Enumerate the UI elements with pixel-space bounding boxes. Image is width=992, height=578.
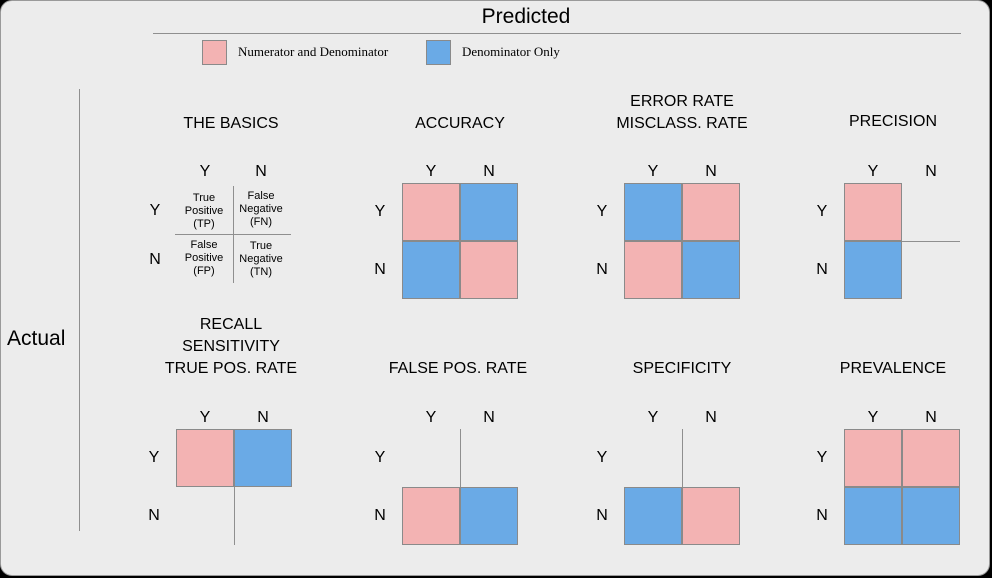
recall-row-n: N: [148, 507, 160, 524]
specificity-row-n: N: [596, 507, 608, 524]
panel-title-precision: PRECISION: [848, 113, 937, 130]
panel-title-accuracy: ACCURACY: [415, 115, 505, 132]
specificity-col-n: N: [705, 409, 717, 426]
prevalence-col-y: Y: [867, 409, 879, 426]
error-rate-col-y: Y: [647, 163, 659, 180]
false-pos-rate-col-n: N: [483, 409, 495, 426]
accuracy-cell-tp: [402, 183, 460, 241]
prevalence-cell-fp: [844, 487, 902, 545]
accuracy-row-y: Y: [374, 203, 386, 220]
legend-swatch-numerator: [202, 40, 227, 65]
accuracy-cell-fn: [460, 183, 518, 241]
prevalence-cell-fn: [902, 429, 960, 487]
panel-title-basics: THE BASICS: [183, 115, 279, 132]
accuracy-col-n: N: [483, 163, 495, 180]
specificity-cell-fp: [624, 487, 682, 545]
predicted-divider: [153, 33, 961, 34]
recall-cell-tp: [176, 429, 234, 487]
recall-col-n: N: [257, 409, 269, 426]
accuracy-cell-tn: [460, 241, 518, 299]
false-pos-rate-col-y: Y: [425, 409, 437, 426]
precision-col-n: N: [925, 163, 937, 180]
error-rate-col-n: N: [705, 163, 717, 180]
prevalence-cell-tn: [902, 487, 960, 545]
precision-cell-fp: [844, 241, 902, 299]
false-pos-rate-row-y: Y: [374, 449, 386, 466]
basics-row-n: N: [149, 251, 161, 268]
recall-col-y: Y: [199, 409, 211, 426]
panel-title-specificity: SPECIFICITY: [632, 360, 732, 377]
prevalence-row-n: N: [816, 507, 828, 524]
false-pos-rate-row-n: N: [374, 507, 386, 524]
precision-row-y: Y: [816, 203, 828, 220]
precision-row-n: N: [816, 261, 828, 278]
accuracy-row-n: N: [374, 261, 386, 278]
error-rate-cell-fp: [624, 241, 682, 299]
basics-col-y: Y: [199, 163, 211, 180]
error-rate-row-n: N: [596, 261, 608, 278]
specificity-cell-tn: [682, 487, 740, 545]
error-rate-cell-tn: [682, 241, 740, 299]
specificity-col-y: Y: [647, 409, 659, 426]
prevalence-col-n: N: [925, 409, 937, 426]
panel-title-prevalence: PREVALENCE: [839, 360, 947, 377]
prevalence-row-y: Y: [816, 449, 828, 466]
false-pos-rate-divider-line: [460, 429, 461, 487]
basics-true-positive: True Positive (TP): [184, 192, 224, 230]
basics-false-positive: False Positive (FP): [184, 239, 224, 277]
precision-divider-line: [902, 241, 960, 242]
basics-horizontal-divider: [175, 234, 291, 235]
actual-axis-label: Actual: [7, 327, 66, 350]
error-rate-row-y: Y: [596, 203, 608, 220]
legend-label-numerator: Numerator and Denominator: [238, 44, 389, 59]
false-pos-rate-cell-tn: [460, 487, 518, 545]
error-rate-cell-fn: [682, 183, 740, 241]
panel-title-false-pos-rate: FALSE POS. RATE: [388, 360, 528, 377]
precision-cell-tp: [844, 183, 902, 241]
accuracy-col-y: Y: [425, 163, 437, 180]
precision-col-y: Y: [867, 163, 879, 180]
basics-true-negative: True Negative (TN): [239, 240, 283, 278]
specificity-divider-line: [682, 429, 683, 487]
recall-cell-fn: [234, 429, 292, 487]
specificity-row-y: Y: [596, 449, 608, 466]
error-rate-cell-tp: [624, 183, 682, 241]
recall-row-y: Y: [148, 449, 160, 466]
prevalence-cell-tp: [844, 429, 902, 487]
false-pos-rate-cell-fp: [402, 487, 460, 545]
accuracy-cell-fp: [402, 241, 460, 299]
predicted-axis-label: Predicted: [481, 5, 571, 28]
actual-divider: [79, 89, 80, 531]
basics-col-n: N: [255, 163, 267, 180]
panel-title-recall: RECALL SENSITIVITY TRUE POS. RATE: [164, 316, 298, 377]
panel-title-error-rate: ERROR RATE MISCLASS. RATE: [616, 93, 748, 132]
basics-row-y: Y: [149, 202, 161, 219]
recall-divider-line: [234, 487, 235, 545]
legend-label-denominator: Denominator Only: [462, 44, 560, 59]
basics-false-negative: False Negative (FN): [239, 190, 283, 228]
legend-swatch-denominator: [426, 40, 451, 65]
